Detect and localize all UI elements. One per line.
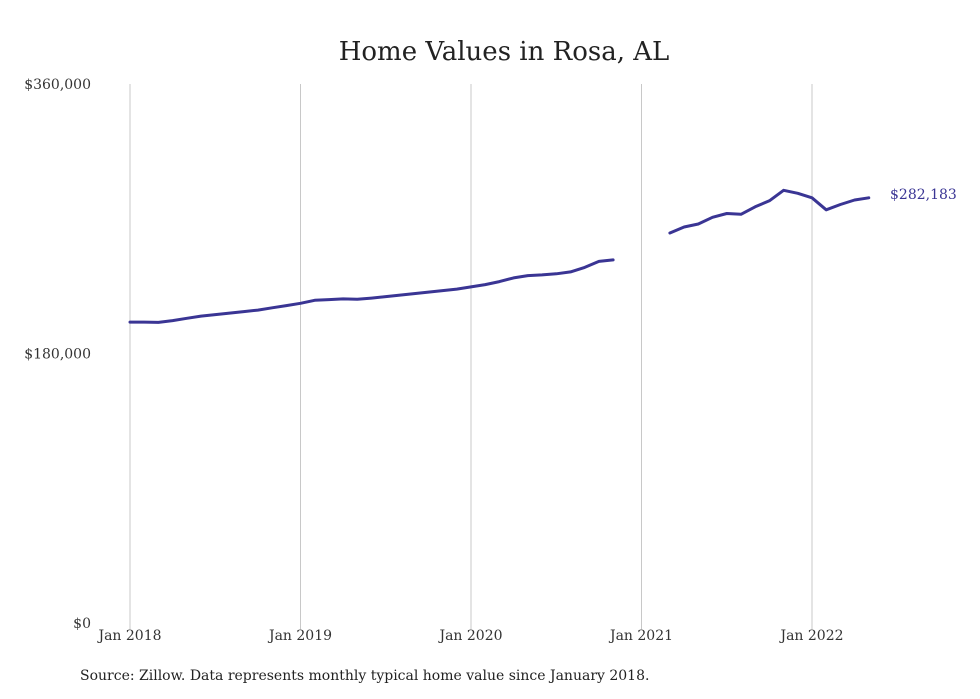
source-note: Source: Zillow. Data represents monthly … [80, 668, 650, 684]
x-tick-label-4: Jan 2022 [778, 628, 843, 644]
chart-title: Home Values in Rosa, AL [339, 37, 670, 67]
series-line-segment-0 [128, 258, 615, 324]
series-lines [128, 188, 871, 324]
y-tick-label-1: $180,000 [24, 347, 91, 363]
x-axis-tick-labels: Jan 2018 Jan 2019 Jan 2020 Jan 2021 Jan 2022 [96, 628, 843, 644]
y-tick-label-0: $0 [73, 616, 91, 632]
series-line-segment-1 [668, 188, 871, 235]
y-axis-tick-labels: $0 $180,000 $360,000 [24, 77, 91, 632]
x-tick-label-2: Jan 2020 [437, 628, 502, 644]
x-tick-label-1: Jan 2019 [267, 628, 332, 644]
end-value-label: $282,183 [890, 187, 957, 203]
gridlines [129, 84, 813, 629]
y-tick-label-2: $360,000 [24, 77, 91, 93]
x-tick-label-0: Jan 2018 [96, 628, 161, 644]
x-tick-label-3: Jan 2021 [608, 628, 673, 644]
